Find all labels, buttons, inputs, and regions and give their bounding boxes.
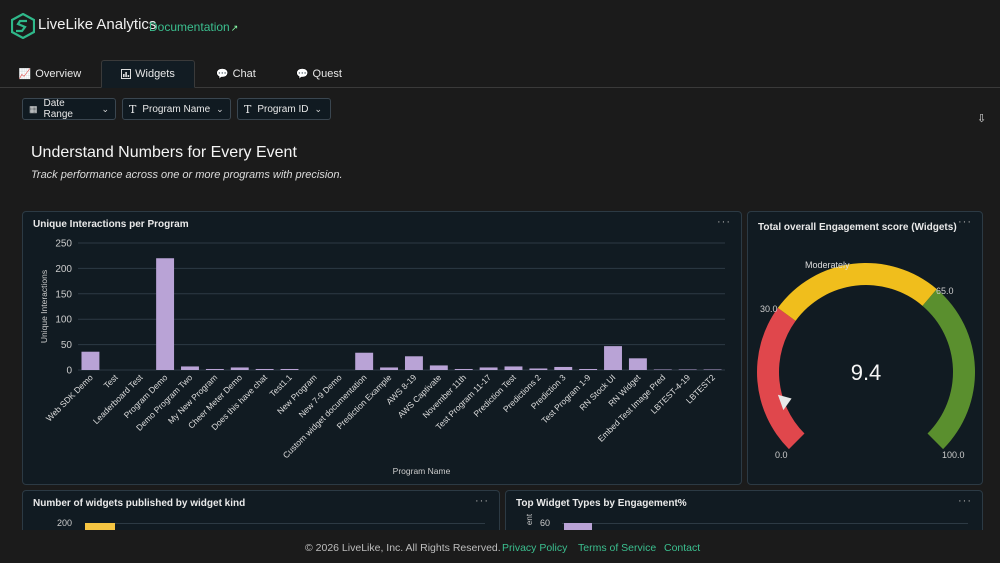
bar bbox=[181, 366, 199, 370]
card-title: Top Widget Types by Engagement% bbox=[516, 498, 687, 509]
page-subtitle: Track performance across one or more pro… bbox=[31, 169, 343, 181]
engagement-score-card: Total overall Engagement score (Widgets)… bbox=[747, 211, 983, 485]
card-title: Number of widgets published by widget ki… bbox=[33, 498, 246, 509]
chat-icon: 💬 bbox=[216, 68, 229, 80]
x-axis-label: Program Name bbox=[393, 466, 451, 476]
card-menu-button[interactable]: ··· bbox=[958, 495, 972, 507]
bar bbox=[255, 368, 274, 370]
bar bbox=[404, 356, 423, 370]
interactions-bar-chart: 0 50 100 150 200 250 Unique Interactions Web SD… bbox=[39, 239, 725, 476]
bar bbox=[579, 368, 598, 370]
bar bbox=[554, 366, 573, 370]
tab-chat-label: Chat bbox=[232, 68, 256, 80]
bar bbox=[156, 258, 175, 370]
program-name-filter-label: Program Name bbox=[142, 103, 211, 115]
bar bbox=[454, 368, 473, 370]
bar bbox=[205, 368, 224, 370]
date-range-filter[interactable]: ▦ Date Range ⌄ bbox=[22, 98, 116, 120]
tab-quest[interactable]: 💬 Quest bbox=[290, 60, 348, 88]
chevron-down-icon: ⌄ bbox=[314, 103, 323, 114]
chevron-down-icon: ⌄ bbox=[101, 103, 109, 114]
bar bbox=[380, 367, 399, 370]
card-title: Unique Interactions per Program bbox=[33, 219, 189, 230]
gauge-band-low bbox=[757, 307, 805, 450]
privacy-policy-link[interactable]: Privacy Policy bbox=[502, 542, 568, 554]
tab-widgets[interactable]: Widgets bbox=[101, 60, 195, 88]
bar bbox=[628, 358, 647, 370]
calendar-icon: ▦ bbox=[29, 103, 38, 114]
documentation-link[interactable]: Documentation↗ bbox=[149, 20, 238, 34]
x-tick-label: Web SDK Demo bbox=[44, 372, 95, 423]
documentation-link-label: Documentation bbox=[149, 20, 230, 34]
card-menu-button[interactable]: ··· bbox=[958, 216, 972, 228]
chevron-down-icon: ⌄ bbox=[216, 103, 224, 114]
bar bbox=[429, 365, 448, 370]
external-link-icon: ↗ bbox=[230, 23, 239, 33]
app-header: LiveLike Analytics Documentation↗ bbox=[0, 0, 1000, 52]
bar bbox=[355, 352, 374, 370]
unique-interactions-card: Unique Interactions per Program ··· 0 50 1… bbox=[22, 211, 742, 485]
gauge-band-label: Moderately bbox=[805, 260, 850, 270]
bar bbox=[529, 368, 548, 370]
y-tick-label: 200 bbox=[55, 264, 72, 275]
gridline bbox=[562, 523, 968, 524]
bar bbox=[81, 351, 100, 370]
tab-overview-label: Overview bbox=[35, 68, 82, 80]
download-icon[interactable]: ⇩ bbox=[977, 113, 987, 125]
tab-widgets-label: Widgets bbox=[135, 68, 175, 80]
gauge-pointer bbox=[777, 394, 792, 411]
tab-bar: 📈 Overview Widgets 💬 Chat 💬 Quest bbox=[0, 60, 1000, 88]
y-tick-label: 250 bbox=[55, 239, 72, 250]
bar bbox=[230, 367, 249, 370]
gauge-threshold-label: 30.0 bbox=[760, 304, 778, 314]
tab-overview[interactable]: 📈 Overview bbox=[14, 60, 86, 88]
gauge-value: 9.4 bbox=[851, 360, 882, 385]
gauge-min-label: 0.0 bbox=[775, 450, 788, 460]
livelike-logo-icon[interactable] bbox=[11, 13, 35, 39]
program-id-filter-label: Program ID bbox=[257, 103, 309, 115]
program-name-filter[interactable]: T Program Name ⌄ bbox=[122, 98, 231, 120]
x-tick-label: Test bbox=[102, 372, 121, 391]
page-title: Understand Numbers for Every Event bbox=[31, 144, 297, 161]
bar bbox=[479, 367, 498, 370]
contact-link[interactable]: Contact bbox=[664, 542, 701, 554]
date-range-filter-label: Date Range bbox=[43, 98, 73, 120]
y-tick-label: 150 bbox=[55, 289, 72, 300]
footer: © 2026 LiveLike, Inc. All Rights Reserve… bbox=[0, 530, 1000, 563]
gauge-band-mid bbox=[777, 263, 937, 321]
y-tick-label: 60 bbox=[540, 518, 551, 528]
text-type-icon: T bbox=[129, 102, 137, 116]
copyright-text: © 2026 LiveLike, Inc. All Rights Reserve… bbox=[305, 542, 501, 554]
card-menu-button[interactable]: ··· bbox=[475, 495, 489, 507]
bar bbox=[678, 369, 697, 370]
app-title: LiveLike Analytics bbox=[38, 16, 157, 33]
bar bbox=[604, 346, 622, 370]
bar bbox=[703, 369, 722, 370]
tab-chat[interactable]: 💬 Chat bbox=[208, 60, 264, 88]
engagement-gauge: 9.4 Moderately 30.0 65.0 0.0 100.0 bbox=[757, 260, 975, 460]
chat-icon: 💬 bbox=[296, 68, 309, 80]
y-tick-label: 200 bbox=[57, 518, 73, 528]
bar bbox=[504, 366, 523, 370]
y-axis-label: ent bbox=[525, 513, 535, 526]
line-chart-icon: 📈 bbox=[18, 68, 32, 80]
y-tick-label: 0 bbox=[66, 366, 72, 377]
bar bbox=[280, 368, 299, 370]
gauge-max-label: 100.0 bbox=[942, 450, 965, 460]
program-id-filter[interactable]: T Program ID ⌄ bbox=[237, 98, 331, 120]
gauge-threshold-label: 65.0 bbox=[936, 286, 954, 296]
y-axis-label: Unique Interactions bbox=[39, 270, 49, 343]
gridline bbox=[85, 523, 485, 524]
terms-of-service-link[interactable]: Terms of Service bbox=[578, 542, 657, 554]
card-menu-button[interactable]: ··· bbox=[717, 216, 731, 228]
bar bbox=[653, 369, 672, 370]
card-title: Total overall Engagement score (Widgets) bbox=[758, 222, 957, 233]
y-tick-label: 100 bbox=[55, 315, 72, 326]
gauge-band-high bbox=[922, 289, 975, 450]
text-type-icon: T bbox=[244, 102, 252, 116]
tab-quest-label: Quest bbox=[312, 68, 342, 80]
y-tick-label: 50 bbox=[61, 340, 73, 351]
bar-chart-icon bbox=[121, 69, 132, 79]
